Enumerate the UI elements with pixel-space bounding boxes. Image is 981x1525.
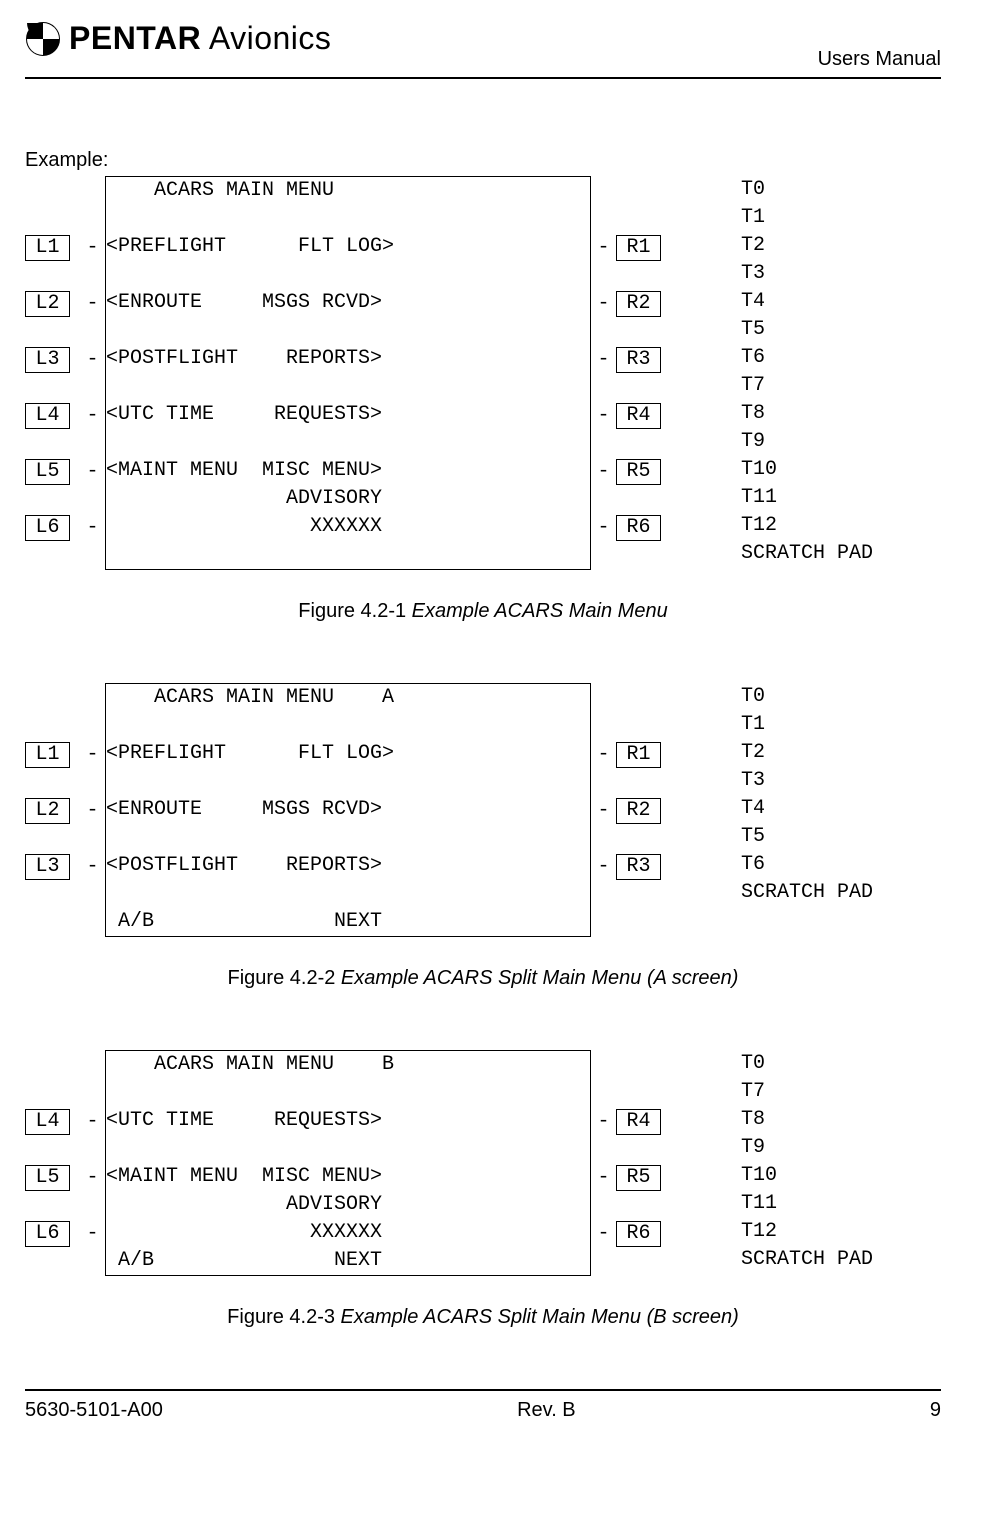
dash: - — [591, 290, 616, 318]
line-select-key-left[interactable]: L6 — [25, 1221, 70, 1247]
dash: - — [80, 402, 105, 430]
line-label: T11 — [741, 484, 941, 512]
cdu-screen: ACARS MAIN MENU A <PREFLIGHT FLT LOG> <E… — [105, 683, 591, 937]
footer-right: 9 — [930, 1399, 941, 1422]
dash: - — [80, 853, 105, 881]
dash: - — [80, 514, 105, 542]
dash: - — [591, 853, 616, 881]
dash: - — [591, 458, 616, 486]
figure-2-caption: Figure 4.2-2 Example ACARS Split Main Me… — [25, 967, 941, 990]
page-footer: 5630-5101-A00 Rev. B 9 — [25, 1389, 941, 1422]
line-select-key-left[interactable]: L5 — [25, 1165, 70, 1191]
line-select-key-right[interactable]: R5 — [616, 1165, 661, 1191]
line-select-key-right[interactable]: R6 — [616, 515, 661, 541]
line-select-key-right[interactable]: R3 — [616, 854, 661, 880]
dash: - — [80, 346, 105, 374]
line-select-key-left[interactable]: L5 — [25, 459, 70, 485]
dash: - — [591, 402, 616, 430]
line-label: T9 — [741, 428, 941, 456]
brand-text: PENTAR Avionics — [69, 20, 331, 57]
header-rule — [25, 77, 941, 79]
figure-1: L1L2L3L4L5L6------ ACARS MAIN MENU <PREF… — [25, 176, 941, 570]
dash: - — [80, 234, 105, 262]
line-select-key-left[interactable]: L3 — [25, 347, 70, 373]
line-label: SCRATCH PAD — [741, 879, 941, 907]
line-label: T10 — [741, 456, 941, 484]
dash: - — [591, 1164, 616, 1192]
dash: - — [591, 1108, 616, 1136]
line-label: T9 — [741, 1134, 941, 1162]
figure-1-caption: Figure 4.2-1 Example ACARS Main Menu — [25, 600, 941, 623]
line-select-key-left[interactable]: L6 — [25, 515, 70, 541]
line-select-key-left[interactable]: L3 — [25, 854, 70, 880]
figure-3-caption: Figure 4.2-3 Example ACARS Split Main Me… — [25, 1306, 941, 1329]
line-label: T1 — [741, 711, 941, 739]
dash: - — [80, 797, 105, 825]
dash: - — [591, 514, 616, 542]
footer-center: Rev. B — [517, 1399, 576, 1422]
line-select-key-left[interactable]: L2 — [25, 291, 70, 317]
line-select-key-left[interactable]: L2 — [25, 798, 70, 824]
line-select-key-right[interactable]: R1 — [616, 742, 661, 768]
line-select-key-right[interactable]: R2 — [616, 798, 661, 824]
footer-left: 5630-5101-A00 — [25, 1399, 163, 1422]
line-label — [741, 907, 941, 935]
dash: - — [591, 1220, 616, 1248]
line-select-key-right[interactable]: R4 — [616, 403, 661, 429]
line-label: T5 — [741, 823, 941, 851]
line-label: T11 — [741, 1190, 941, 1218]
line-label: T2 — [741, 739, 941, 767]
line-label: T0 — [741, 176, 941, 204]
figure-2: L1L2L3--- ACARS MAIN MENU A <PREFLIGHT F… — [25, 683, 941, 937]
line-select-key-right[interactable]: R6 — [616, 1221, 661, 1247]
line-select-key-left[interactable]: L4 — [25, 403, 70, 429]
line-label: T0 — [741, 1050, 941, 1078]
line-label: SCRATCH PAD — [741, 540, 941, 568]
line-label: T10 — [741, 1162, 941, 1190]
line-label: SCRATCH PAD — [741, 1246, 941, 1274]
page-header: PENTAR Avionics Users Manual — [25, 20, 941, 71]
line-label: T7 — [741, 372, 941, 400]
line-select-key-left[interactable]: L1 — [25, 742, 70, 768]
dash: - — [80, 458, 105, 486]
line-label: T1 — [741, 204, 941, 232]
dash: - — [591, 741, 616, 769]
line-select-key-right[interactable]: R1 — [616, 235, 661, 261]
dash: - — [80, 1220, 105, 1248]
logo-icon — [25, 21, 61, 57]
line-label: T3 — [741, 260, 941, 288]
doc-type: Users Manual — [818, 48, 941, 71]
line-label: T8 — [741, 1106, 941, 1134]
line-label: T12 — [741, 1218, 941, 1246]
line-label: T4 — [741, 288, 941, 316]
line-label: T3 — [741, 767, 941, 795]
line-select-key-right[interactable]: R2 — [616, 291, 661, 317]
line-select-key-right[interactable]: R5 — [616, 459, 661, 485]
line-label: T6 — [741, 344, 941, 372]
dash: - — [591, 797, 616, 825]
line-label: T0 — [741, 683, 941, 711]
dash: - — [591, 346, 616, 374]
dash: - — [80, 1108, 105, 1136]
dash: - — [591, 234, 616, 262]
line-select-key-right[interactable]: R3 — [616, 347, 661, 373]
brand: PENTAR Avionics — [25, 20, 331, 57]
line-select-key-left[interactable]: L4 — [25, 1109, 70, 1135]
cdu-screen: ACARS MAIN MENU B <UTC TIME REQUESTS> <M… — [105, 1050, 591, 1276]
dash: - — [80, 290, 105, 318]
line-label: T4 — [741, 795, 941, 823]
example-label: Example: — [25, 149, 941, 172]
line-label: T6 — [741, 851, 941, 879]
line-select-key-left[interactable]: L1 — [25, 235, 70, 261]
cdu-screen: ACARS MAIN MENU <PREFLIGHT FLT LOG> <ENR… — [105, 176, 591, 570]
line-select-key-right[interactable]: R4 — [616, 1109, 661, 1135]
line-label: T5 — [741, 316, 941, 344]
line-label: T7 — [741, 1078, 941, 1106]
line-label: T12 — [741, 512, 941, 540]
dash: - — [80, 741, 105, 769]
line-label: T8 — [741, 400, 941, 428]
line-label: T2 — [741, 232, 941, 260]
figure-3: L4L5L6--- ACARS MAIN MENU B <UTC TIME RE… — [25, 1050, 941, 1276]
dash: - — [80, 1164, 105, 1192]
